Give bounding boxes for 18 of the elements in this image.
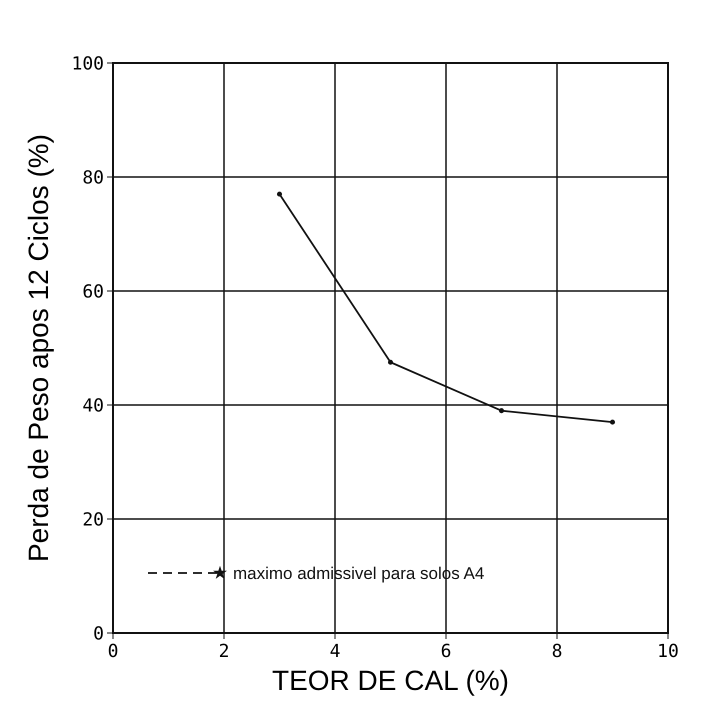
y-tick-label: 60 xyxy=(82,281,104,302)
y-tick-label: 20 xyxy=(82,509,104,530)
y-axis-title: Perda de Peso apos 12 Ciclos (%) xyxy=(23,134,54,562)
x-tick-label: 10 xyxy=(657,641,679,662)
y-tick-label: 80 xyxy=(82,167,104,188)
x-tick-label: 8 xyxy=(552,641,562,662)
x-tick-label: 6 xyxy=(440,641,452,662)
x-tick-label: 4 xyxy=(330,641,340,662)
point xyxy=(498,408,504,414)
y-tick-label: 40 xyxy=(82,395,104,416)
y-tick-label: 0 xyxy=(93,623,104,644)
x-tick-label: 0 xyxy=(108,641,118,662)
x-axis-title: TEOR DE CAL (%) xyxy=(272,665,509,696)
point xyxy=(388,360,394,365)
point xyxy=(610,420,616,425)
y-tick-label: 100 xyxy=(71,53,104,74)
x-tick-label: 2 xyxy=(218,641,230,662)
point xyxy=(276,192,282,197)
